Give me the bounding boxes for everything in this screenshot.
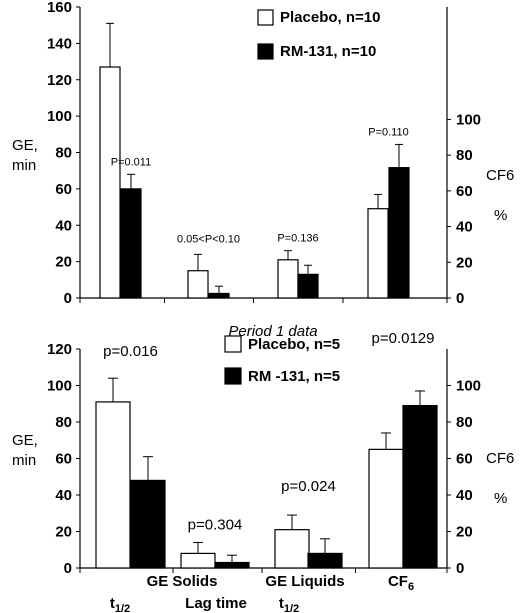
rm131-bar: [214, 561, 250, 569]
left-axis-title: min: [12, 157, 36, 174]
right-tick-label: 80: [456, 414, 473, 431]
left-axis-title: GE,: [12, 432, 38, 449]
left-tick-label: 20: [55, 254, 72, 271]
placebo-bar: [277, 259, 299, 299]
top-panel: 0 20 40 60 80 100 120 140 160 0 20 40 60 80 100 GE, min C…: [12, 0, 514, 307]
category-sub-labels: t1/2 Lag time t1/2: [110, 595, 299, 613]
left-tick-label: 120: [47, 72, 72, 89]
left-tick-label: 120: [47, 341, 72, 358]
placebo-bar: [99, 66, 121, 299]
right-axis-title: %: [494, 490, 507, 507]
left-tick-label: 0: [64, 560, 72, 577]
category-sub-label: t1/2: [279, 595, 299, 613]
right-tick-label: 60: [456, 451, 473, 468]
placebo-bar: [368, 448, 404, 569]
category-sub-label: Lag time: [185, 595, 247, 612]
p-value-annotation: p=0.024: [281, 478, 336, 495]
left-tick-label: 0: [64, 290, 72, 307]
period-caption: Period 1 data: [228, 323, 317, 340]
right-tick-label: 20: [456, 524, 473, 541]
right-axis-title: CF6: [486, 450, 514, 467]
rm131-bar: [130, 479, 166, 569]
right-tick-label: 60: [456, 183, 473, 200]
right-tick-label: 40: [456, 219, 473, 236]
bottom-panel: 0 20 40 60 80 100 120 0 20 40 60 80 100 GE, min CF6% p=0…: [12, 330, 514, 593]
right-tick-label: 100: [456, 111, 481, 128]
left-tick-label: 80: [55, 414, 72, 431]
legend-label: RM-131, n=10: [280, 43, 376, 60]
p-value-annotation: P=0.110: [368, 126, 408, 138]
right-tick-label: 80: [456, 147, 473, 164]
placebo-bar: [367, 208, 389, 299]
left-tick-label: 160: [47, 0, 72, 16]
category-sub-label: t1/2: [110, 595, 130, 613]
left-tick-label: 40: [55, 487, 72, 504]
right-tick-label: 20: [456, 254, 473, 271]
legend-swatch: [257, 43, 274, 60]
legend-label: RM -131, n=5: [248, 368, 340, 385]
p-value-annotation: 0.05<P<0.10: [177, 233, 240, 245]
right-tick-label: 0: [456, 290, 464, 307]
placebo-bar: [187, 270, 209, 299]
left-tick-label: 60: [55, 451, 72, 468]
legend-swatch: [257, 9, 274, 26]
rm131-bar: [388, 167, 410, 299]
left-tick-label: 80: [55, 145, 72, 162]
p-value-annotation: p=0.0129: [372, 330, 435, 347]
rm131-bar: [402, 404, 438, 569]
p-value-annotation: P=0.136: [277, 233, 318, 245]
placebo-bar: [95, 401, 131, 569]
p-value-annotation: p=0.016: [103, 343, 158, 360]
left-tick-label: 100: [47, 378, 72, 395]
right-tick-label: 40: [456, 487, 473, 504]
p-value-annotation: p=0.304: [188, 516, 243, 533]
placebo-bar: [180, 552, 216, 569]
right-axis-title: CF6: [486, 167, 514, 184]
category-label: GE Liquids: [265, 573, 344, 590]
right-tick-label: 100: [456, 378, 481, 395]
right-axis-title: %: [494, 207, 507, 224]
legend-swatch: [224, 335, 242, 353]
legend-label: Placebo, n=5: [248, 336, 340, 353]
category-label: CF6: [388, 573, 414, 593]
p-value-annotation: P=0.011: [111, 156, 151, 168]
left-tick-label: 60: [55, 181, 72, 198]
placebo-bar: [274, 529, 310, 569]
left-axis-title: GE,: [12, 137, 38, 154]
left-tick-label: 100: [47, 108, 72, 125]
category-label: GE Solids: [147, 573, 218, 590]
legend-label: Placebo, n=10: [280, 9, 380, 26]
rm131-bar: [307, 552, 343, 569]
right-tick-label: 0: [456, 560, 464, 577]
rm131-bar: [120, 188, 142, 299]
rm131-bar: [208, 292, 230, 299]
legend-swatch: [224, 367, 242, 385]
left-axis-title: min: [12, 452, 36, 469]
left-tick-label: 20: [55, 524, 72, 541]
left-tick-label: 40: [55, 217, 72, 234]
left-tick-label: 140: [47, 35, 72, 52]
rm131-bar: [297, 273, 319, 299]
